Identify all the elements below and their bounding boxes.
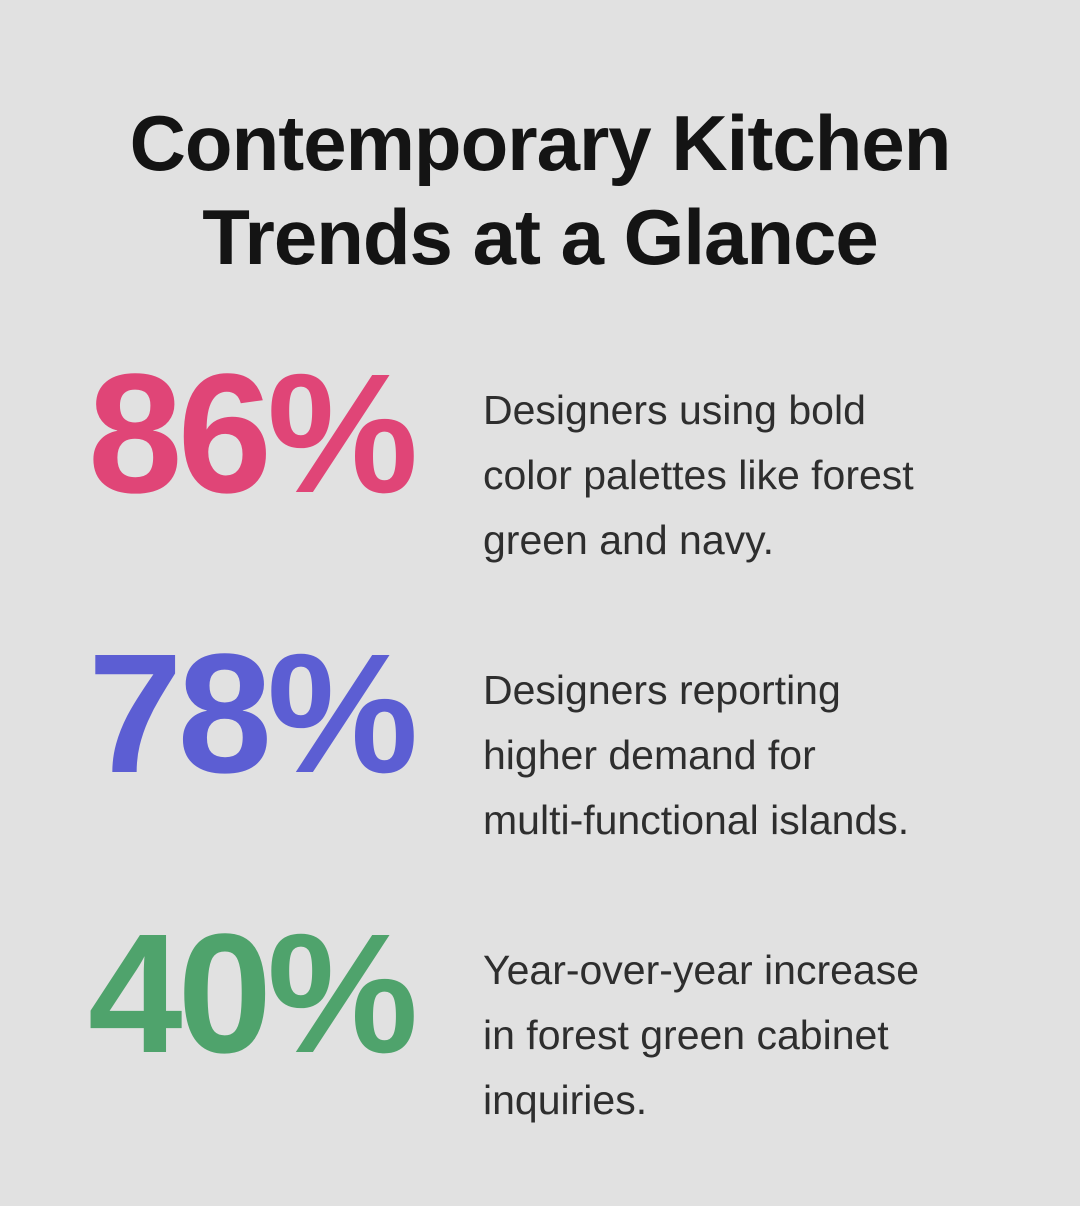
stat-description-bold-palettes: Designers using bold color palettes like… <box>483 387 914 563</box>
stat-value-bold-palettes: 86% <box>88 339 418 529</box>
stat-value-island-demand: 78% <box>88 619 418 809</box>
stat-description-island-demand: Designers reporting higher demand for mu… <box>483 667 910 843</box>
stat-row-island-demand: 78% Designers reporting higher demand fo… <box>88 629 1000 853</box>
page-title: Contemporary Kitchen Trends at a Glance <box>129 99 952 281</box>
stat-row-green-cabinets: 40% Year-over-year increase in forest gr… <box>88 909 1000 1133</box>
stat-value-green-cabinets: 40% <box>88 899 418 1089</box>
stat-description-green-cabinets: Year-over-year increase in forest green … <box>483 947 920 1123</box>
stats-list: 86% Designers using bold color palettes … <box>88 349 1000 1133</box>
stat-row-bold-palettes: 86% Designers using bold color palettes … <box>88 349 1000 573</box>
